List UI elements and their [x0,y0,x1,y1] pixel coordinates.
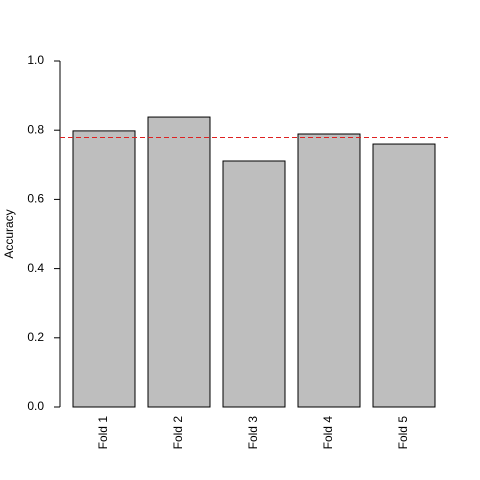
bar [372,143,436,408]
bar [297,133,361,408]
y-tick-label: 0.6 [27,192,44,206]
y-tick-label: 1.0 [27,53,44,67]
bar [222,160,286,408]
x-tick-label: Fold 4 [321,416,335,450]
y-tick-label: 0.0 [27,399,44,413]
x-tick-label: Fold 1 [96,416,110,450]
bar [72,130,136,408]
y-tick-label: 0.4 [27,261,44,275]
y-tick-label: 0.2 [27,330,44,344]
y-tick-label: 0.8 [27,122,44,136]
x-tick-label: Fold 2 [171,416,185,450]
y-axis-label: Accuracy [2,209,16,258]
x-tick-label: Fold 5 [396,416,410,450]
bar [147,116,211,408]
x-tick-label: Fold 3 [246,416,260,450]
